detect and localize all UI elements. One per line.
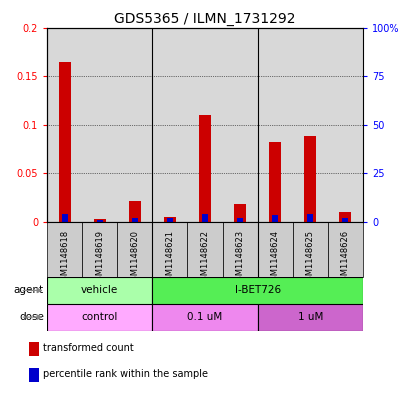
Text: I-BET726: I-BET726 — [234, 285, 280, 296]
Bar — [82, 222, 117, 277]
Text: GSM1148622: GSM1148622 — [200, 230, 209, 286]
Bar — [257, 304, 362, 331]
Bar — [152, 277, 362, 304]
Text: GSM1148621: GSM1148621 — [165, 230, 174, 286]
Text: 0.1 uM: 0.1 uM — [187, 312, 222, 322]
Bar — [93, 219, 106, 222]
Bar — [222, 222, 257, 277]
Bar — [198, 115, 211, 222]
Bar — [61, 214, 67, 222]
Bar — [47, 277, 152, 304]
Text: GSM1148619: GSM1148619 — [95, 230, 104, 286]
Bar — [236, 218, 243, 222]
Text: GSM1148618: GSM1148618 — [60, 230, 69, 286]
Bar — [166, 218, 173, 222]
Bar — [152, 304, 257, 331]
Text: vehicle: vehicle — [81, 285, 118, 296]
Bar — [187, 222, 222, 277]
Bar — [257, 222, 292, 277]
Text: percentile rank within the sample: percentile rank within the sample — [43, 369, 207, 379]
Bar — [152, 222, 187, 277]
Bar — [201, 214, 208, 222]
Title: GDS5365 / ILMN_1731292: GDS5365 / ILMN_1731292 — [114, 13, 295, 26]
Bar — [97, 220, 103, 222]
Bar — [47, 304, 152, 331]
Bar — [342, 218, 348, 222]
Text: transformed count: transformed count — [43, 343, 133, 353]
Text: GSM1148623: GSM1148623 — [235, 230, 244, 286]
Bar — [234, 204, 246, 222]
Bar — [327, 222, 362, 277]
Bar — [128, 201, 141, 222]
Text: GSM1148625: GSM1148625 — [305, 230, 314, 286]
Text: 1 uM: 1 uM — [297, 312, 322, 322]
Bar — [117, 222, 152, 277]
Bar — [131, 218, 138, 222]
Bar — [58, 62, 71, 222]
Text: control: control — [81, 312, 118, 322]
Text: GSM1148620: GSM1148620 — [130, 230, 139, 286]
Text: dose: dose — [19, 312, 44, 322]
Bar — [29, 368, 39, 382]
Bar — [292, 222, 327, 277]
Bar — [303, 136, 316, 222]
Bar — [268, 142, 281, 222]
Bar — [163, 217, 175, 222]
Bar — [47, 222, 82, 277]
Bar — [306, 214, 312, 222]
Bar — [338, 212, 351, 222]
Text: agent: agent — [14, 285, 44, 296]
Bar — [271, 215, 278, 222]
Bar — [29, 342, 39, 356]
Text: GSM1148626: GSM1148626 — [340, 230, 349, 286]
Text: GSM1148624: GSM1148624 — [270, 230, 279, 286]
